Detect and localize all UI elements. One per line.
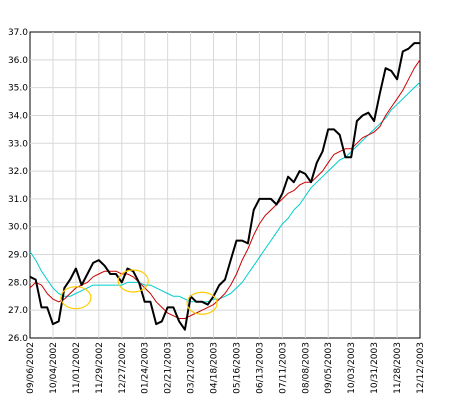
x-tick-label: 03/21/2003	[187, 342, 197, 394]
highlight-ellipse	[60, 286, 92, 310]
y-tick-label: 30.0	[8, 223, 28, 233]
y-tick-label: 27.0	[8, 306, 28, 316]
grid	[30, 32, 420, 338]
series-group	[29, 42, 421, 331]
x-tick-label: 08/08/2003	[301, 342, 311, 394]
x-tick-label: 10/31/2003	[370, 342, 380, 394]
y-tick-label: 28.0	[8, 278, 28, 288]
x-tick-label: 09/06/2002	[26, 342, 36, 394]
x-tick-label: 11/28/2003	[393, 342, 403, 394]
highlight-ellipse	[186, 291, 218, 315]
x-tick-label: 07/11/2003	[278, 342, 288, 394]
x-tick-label: 10/04/2002	[49, 342, 59, 394]
x-tick-label: 11/29/2002	[95, 342, 105, 394]
x-tick-label: 01/24/2003	[141, 342, 151, 394]
x-tick-label: 02/21/2003	[164, 342, 174, 394]
x-tick-label: 12/27/2002	[118, 342, 128, 394]
x-tick-label: 09/05/2003	[324, 342, 334, 394]
y-tick-label: 33.0	[8, 139, 28, 149]
x-axis: 09/06/2002 10/04/2002 11/01/2002 11/29/2002…	[26, 342, 426, 394]
x-tick-label: 10/03/2003	[347, 342, 357, 394]
y-tick-label: 34.0	[8, 111, 28, 121]
highlight-ellipse	[117, 269, 149, 293]
long-average-line	[29, 81, 421, 303]
x-tick-label: 12/12/2003	[416, 342, 426, 394]
y-tick-label: 29.0	[8, 251, 28, 261]
price-line	[29, 42, 420, 331]
x-tick-label: 05/16/2003	[232, 342, 242, 394]
annotation-group	[60, 269, 218, 315]
x-tick-label: 06/13/2003	[255, 342, 265, 394]
y-axis: 26.0 27.0 28.0 29.0 30.0 31.0 32.0 33.0 34.0 35.0…	[8, 28, 28, 344]
short-average-line	[29, 59, 421, 319]
x-tick-label: 11/01/2002	[72, 342, 82, 394]
y-tick-label: 35.0	[8, 84, 28, 94]
x-tick-label: 04/18/2003	[210, 342, 220, 394]
y-tick-label: 37.0	[8, 28, 28, 38]
y-tick-label: 36.0	[8, 56, 28, 66]
y-tick-label: 26.0	[8, 334, 28, 344]
y-tick-label: 32.0	[8, 167, 28, 177]
plot-area	[29, 31, 421, 339]
y-tick-label: 31.0	[8, 195, 28, 205]
